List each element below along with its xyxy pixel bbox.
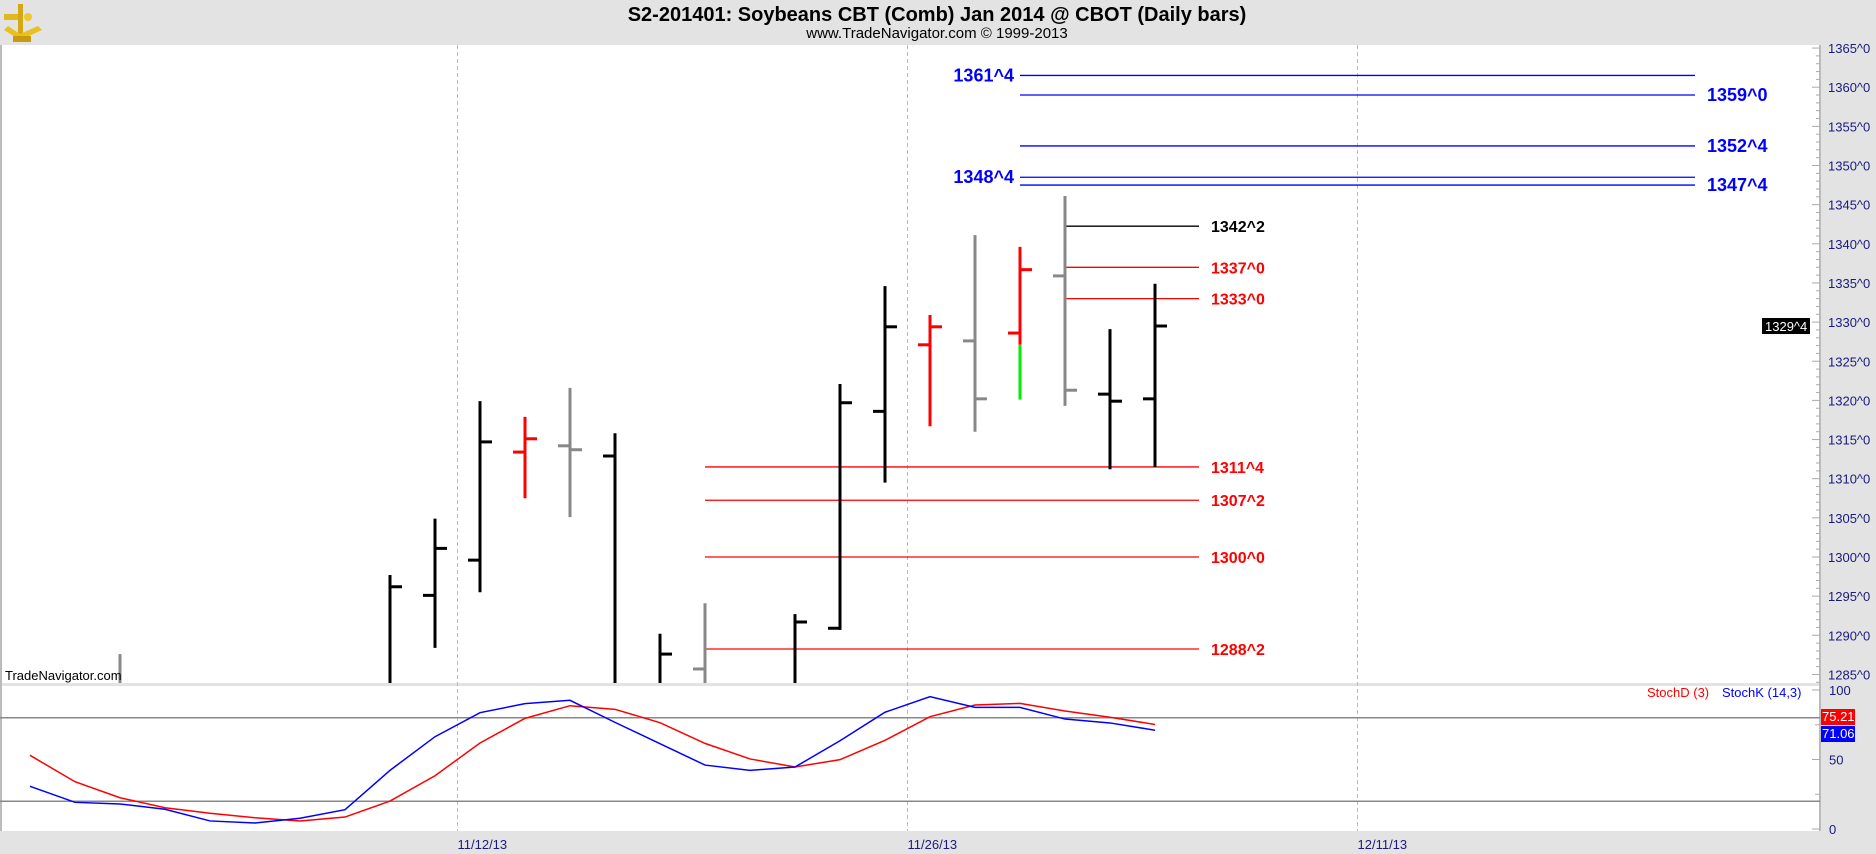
price-bar (1053, 196, 1077, 406)
level-label: 1352^4 (1707, 136, 1768, 156)
watermark: TradeNavigator.com (5, 668, 122, 683)
price-bar (468, 401, 492, 593)
stochd-value: 75.21 (1822, 709, 1855, 724)
stoch-line-k (29, 695, 1156, 824)
axis-label: 1325^0 (1828, 354, 1870, 369)
price-bar (918, 315, 942, 427)
stochastic-panel (0, 686, 1820, 831)
price-bar (513, 416, 537, 499)
axis-label: 1345^0 (1828, 198, 1870, 213)
level-label: 1359^0 (1707, 85, 1768, 105)
axis-label: 50 (1829, 753, 1843, 768)
level-label: 1361^4 (953, 65, 1014, 85)
axis-label: 1290^0 (1828, 628, 1870, 643)
price-bar (603, 433, 617, 683)
price-bar (693, 603, 707, 683)
stochk-value-box (1821, 726, 1855, 742)
price-axis: 1365^0 1360^0 1355^0 1350^0 1345^0 1340^0 1335… (1762, 41, 1870, 683)
sextant-icon (4, 4, 42, 42)
legend-stochk: StochK (14,3) (1722, 685, 1802, 700)
axis-label: 1365^0 (1828, 41, 1870, 56)
level-label: 1311^4 (1211, 460, 1264, 477)
last-price-label: 1329^4 (1765, 319, 1807, 334)
price-bar (873, 286, 897, 483)
axis-label: 100 (1829, 683, 1851, 698)
level-label: 1348^4 (953, 167, 1014, 187)
axis-label: 1295^0 (1828, 589, 1870, 604)
price-bar (558, 387, 582, 518)
date-label: 12/11/13 (1358, 837, 1408, 852)
chart-title: S2-201401: Soybeans CBT (Comb) Jan 2014 … (628, 4, 1247, 26)
level-label: 1337^0 (1211, 260, 1265, 277)
level-label: 1288^2 (1211, 642, 1265, 659)
level-label: 1307^2 (1211, 493, 1265, 510)
price-bar (1008, 246, 1032, 400)
price-bar (658, 633, 672, 683)
date-axis: 11/12/13 11/26/13 12/11/13 (458, 837, 1408, 852)
price-bar (1143, 283, 1167, 467)
level-label: 1347^4 (1707, 175, 1768, 195)
axis-label: 1335^0 (1828, 276, 1870, 291)
price-bar (388, 575, 402, 683)
date-gridlines (457, 45, 1358, 831)
price-bar (793, 614, 807, 683)
axis-label: 1285^0 (1828, 667, 1870, 682)
axis-label: 1315^0 (1828, 433, 1870, 448)
axis-label: 1350^0 (1828, 159, 1870, 174)
stochd-value-box (1821, 709, 1855, 725)
axis-label: 1305^0 (1828, 511, 1870, 526)
stochastic-lines (0, 695, 1820, 824)
price-bar (828, 383, 852, 630)
axis-label: 1300^0 (1828, 550, 1870, 565)
chart-subtitle: www.TradeNavigator.com © 1999-2013 (805, 25, 1067, 42)
price-bars (118, 196, 1167, 683)
axis-label: 1355^0 (1828, 119, 1870, 134)
price-levels: 1361^4 1359^0 1352^4 1348^4 1347^4 1342^2 1337… (705, 65, 1768, 659)
axis-label: 1310^0 (1828, 472, 1870, 487)
price-bar (963, 235, 987, 432)
price-bar (1098, 329, 1122, 470)
axis-label: 1330^0 (1828, 315, 1870, 330)
date-label: 11/26/13 (908, 837, 958, 852)
axis-label: 1360^0 (1828, 80, 1870, 95)
level-label: 1333^0 (1211, 292, 1265, 309)
axis-label: 1340^0 (1828, 237, 1870, 252)
date-label: 11/12/13 (458, 837, 508, 852)
legend-stochd: StochD (3) (1647, 685, 1709, 700)
stochastic-axis: 100 50 0 75.21 71.06 (1812, 683, 1855, 837)
price-panel (0, 45, 1820, 683)
level-label: 1342^2 (1211, 219, 1265, 236)
axis-label: 0 (1829, 822, 1836, 837)
last-price-box (1762, 318, 1810, 335)
stochk-value: 71.06 (1822, 726, 1855, 741)
axis-label: 1320^0 (1828, 393, 1870, 408)
price-bar (423, 518, 447, 648)
level-label: 1300^0 (1211, 550, 1265, 567)
logo (4, 4, 42, 42)
stoch-line-d (29, 702, 1156, 822)
